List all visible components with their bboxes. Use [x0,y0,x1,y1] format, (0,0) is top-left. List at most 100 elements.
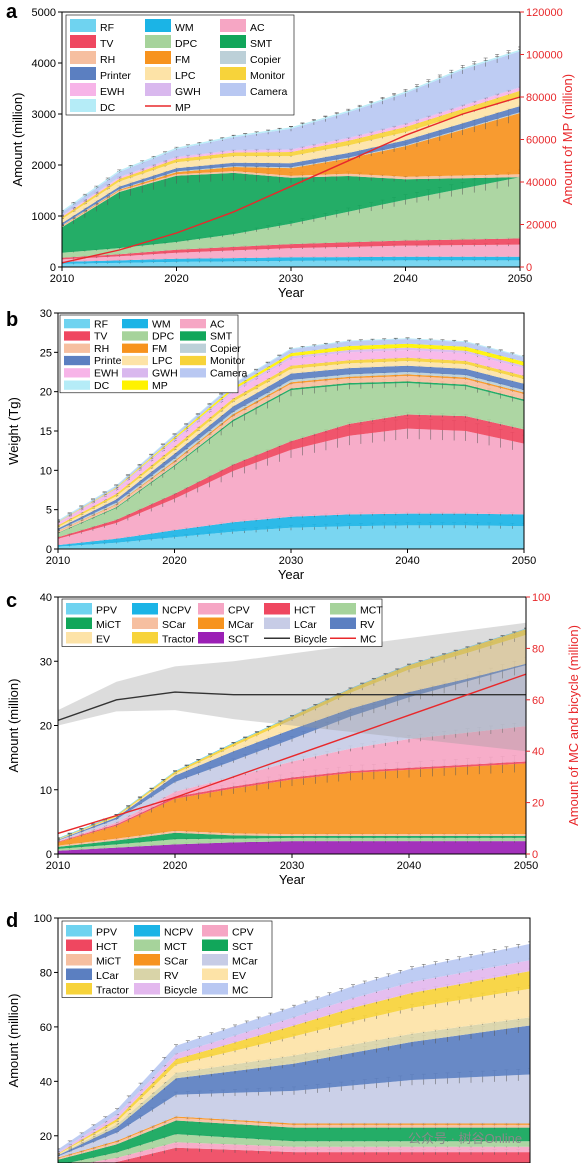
legend-label-cpv: CPV [228,605,250,617]
legend-swatch-gwh [145,83,171,96]
y2-tick-label: 20 [532,798,544,810]
y2-axis-label: Amount of MC and bicycle (million) [566,625,581,826]
y2-tick-label: 40000 [526,177,557,189]
legend-swatch-lpc [145,67,171,80]
plot-area-a [62,46,520,267]
legend-swatch-hct [264,603,290,615]
line-bicycle [58,691,526,722]
line-mp [62,96,520,264]
legend-swatch-monitor [180,355,206,366]
x-tick-label: 2010 [46,555,70,567]
y-tick-label: 10 [40,465,52,477]
legend-label-wm: WM [152,318,171,330]
legend-swatch-fm [122,343,148,353]
area-scar [58,1116,530,1159]
legend-swatch-printer [70,67,96,80]
y-tick-label: 0 [46,849,52,861]
area-wm [58,513,524,547]
legend-swatch-smt [180,331,206,341]
legend-label-mct: MCT [360,605,383,617]
legend-label-wm: WM [175,22,194,34]
x-tick-label: 2040 [397,860,421,872]
area-monitor [62,90,520,220]
legend-label-hct: HCT [294,605,316,617]
legend-label-ev: EV [96,634,110,646]
panel-letter-a: a [6,1,18,23]
x-tick-label: 2050 [508,273,532,285]
legend-label-dpc: DPC [175,38,198,50]
legend-label-ppv: PPV [96,605,117,617]
y-tick-label: 0 [46,544,52,556]
x-axis-label: Year [278,285,305,300]
legend-label-ncpv: NCPV [162,605,191,617]
legend-swatch-printer [64,355,90,366]
area-mct [68,1134,530,1163]
legend-label-dc: DC [100,102,116,114]
legend-swatch-dpc [145,35,171,48]
y2-tick-label: 100 [532,592,550,604]
x-tick-label: 2020 [163,860,187,872]
legend-label-ewh: EWH [100,86,125,98]
legend-label-tv: TV [94,331,107,343]
area-wm [62,256,520,264]
area-lcar [58,665,526,842]
legend-label-lcar: LCar [294,619,317,631]
legend-label-mcar: MCar [228,619,254,631]
x-tick-label: 2030 [279,555,303,567]
legend-swatch-wm [145,19,171,32]
y-axis-label: Weight (Tg) [6,397,21,465]
x-tick-label: 2040 [393,273,417,285]
legend-swatch-ewh [70,83,96,96]
legend-label-ac: AC [250,22,265,34]
legend-swatch-ac [180,319,206,329]
legend-label-dc: DC [94,380,110,392]
legend-label-monitor: Monitor [250,70,286,82]
legend-label-mp: MP [152,380,168,392]
legend-swatch-ppv [66,603,92,615]
area-cpv [86,1142,530,1163]
legend-label-smt: SMT [250,38,273,50]
legend-swatch-ncpv [132,603,158,615]
area-tv [58,414,524,539]
area-sct [58,841,526,854]
y-tick-label: 10 [40,785,52,797]
panel-a: a 2010 2020 2030 2040 2050 Year 0 1000 2000 3000 40… [6,1,575,300]
x-tick-label: 2030 [280,860,304,872]
legend-label-printer: Printer [100,70,131,82]
legend-swatch-dpc [122,331,148,341]
y2-axis-label: Amount of MP (million) [560,74,575,205]
area-ac [58,428,524,546]
area-lpc [62,96,520,224]
legend-label-tv: TV [100,38,113,50]
legend-swatch-camera [180,368,206,378]
area-tv [62,238,520,260]
legend-label-smt: SMT [210,331,233,343]
legend-swatch-mcar [198,617,224,629]
y-tick-label: 40 [40,592,52,604]
y2-tick-label: 60000 [526,135,557,147]
panel-letter-d: d [6,910,18,932]
legend-swatch-scar [132,617,158,629]
legend-label-tractor: Tractor [162,634,195,646]
legend-label-rh: RH [94,343,109,355]
legend-box [65,14,295,116]
area-mct [58,837,526,851]
legend-swatch-copier [220,51,246,64]
panel-letter-b: b [6,309,18,331]
y-tick-label: 2000 [32,160,56,172]
y-tick-label: 20 [40,387,52,399]
area-dpc [58,383,524,538]
y-tick-label: 5 [46,505,52,517]
x-tick-label: 2020 [164,273,188,285]
area-ev [58,634,526,840]
plot-area-d [58,941,530,1163]
x-tick-label: 2020 [162,555,186,567]
legend-swatch-ewh [64,368,90,378]
area-printer [62,106,520,226]
area-scar [58,830,526,847]
legend-swatch-rh [70,51,96,64]
errorbars-dc [62,48,520,212]
y-tick-label: 30 [40,656,52,668]
plot-area-c [58,622,526,854]
legend-label-copier: Copier [250,54,281,66]
